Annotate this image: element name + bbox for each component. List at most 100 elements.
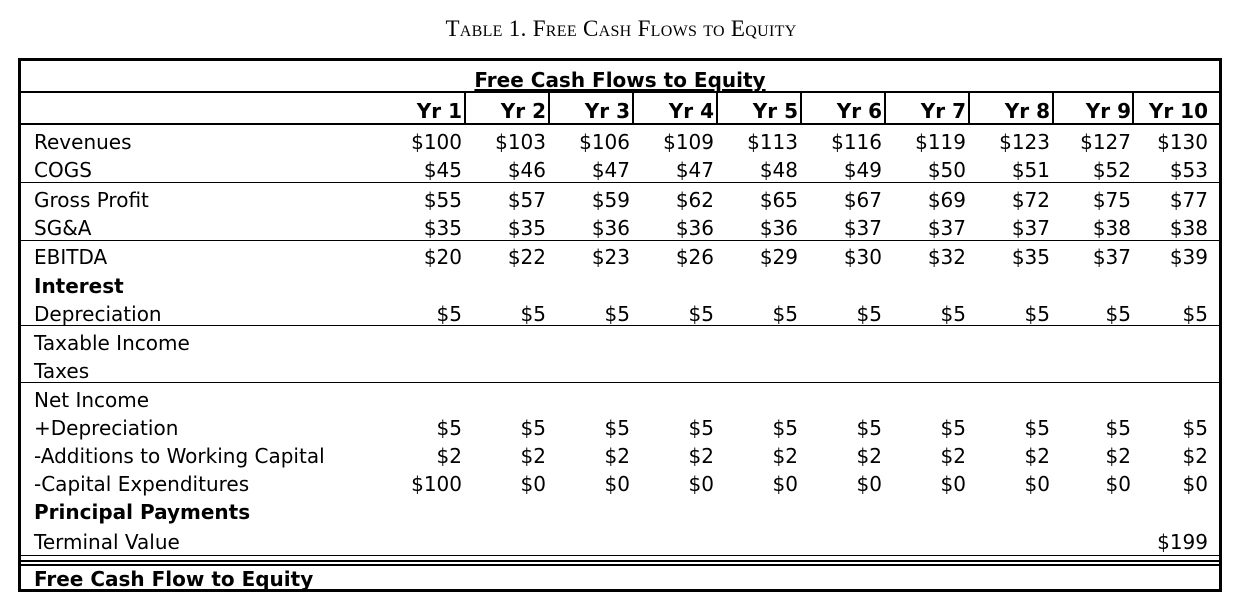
cell-cogs: $50 [927, 158, 966, 182]
row-label-sg-a: SG&A [34, 216, 92, 240]
cell-depreciation: $5 [688, 416, 714, 440]
cell-capital-expenditures: $0 [1105, 472, 1131, 496]
cell-additions-to-working-capital: $2 [1024, 444, 1050, 468]
cell-sg-a: $37 [1011, 216, 1050, 240]
cell-ebitda: $26 [675, 245, 714, 269]
cell-revenues: $109 [663, 130, 714, 154]
cell-cogs: $47 [675, 158, 714, 182]
cell-capital-expenditures: $100 [411, 472, 462, 496]
cell-depreciation: $5 [436, 416, 462, 440]
cell-depreciation: $5 [1024, 416, 1050, 440]
year-header: Yr 7 [920, 99, 966, 123]
cell-capital-expenditures: $0 [1182, 472, 1208, 496]
row-label-terminal-value: Terminal Value [34, 530, 180, 554]
header-column-divider [1052, 93, 1054, 123]
cell-revenues: $130 [1157, 130, 1208, 154]
footer-divider-top [21, 560, 1219, 562]
header-column-divider [800, 93, 802, 123]
cell-ebitda: $37 [1092, 245, 1131, 269]
header-column-divider [716, 93, 718, 123]
cell-gross-profit: $75 [1092, 188, 1131, 212]
cell-gross-profit: $77 [1169, 188, 1208, 212]
cell-terminal-value: $199 [1157, 530, 1208, 554]
cell-additions-to-working-capital: $2 [688, 444, 714, 468]
cell-additions-to-working-capital: $2 [1105, 444, 1131, 468]
cell-depreciation: $5 [856, 302, 882, 326]
header-column-divider [632, 93, 634, 123]
cell-gross-profit: $67 [843, 188, 882, 212]
year-header: Yr 10 [1148, 99, 1208, 123]
cell-ebitda: $30 [843, 245, 882, 269]
year-header: Yr 3 [584, 99, 630, 123]
cell-ebitda: $23 [591, 245, 630, 269]
row-label-ebitda: EBITDA [34, 245, 108, 269]
cell-ebitda: $32 [927, 245, 966, 269]
row-label-principal-payments: Principal Payments [34, 500, 251, 524]
header-column-divider [1132, 93, 1134, 123]
cell-ebitda: $35 [1011, 245, 1050, 269]
cell-depreciation: $5 [520, 302, 546, 326]
cell-ebitda: $29 [759, 245, 798, 269]
cell-cogs: $49 [843, 158, 882, 182]
cell-additions-to-working-capital: $2 [856, 444, 882, 468]
row-label-taxes: Taxes [34, 359, 90, 383]
cell-ebitda: $39 [1169, 245, 1208, 269]
cell-capital-expenditures: $0 [1024, 472, 1050, 496]
cell-cogs: $51 [1011, 158, 1050, 182]
cell-depreciation: $5 [520, 416, 546, 440]
cell-additions-to-working-capital: $2 [520, 444, 546, 468]
cell-cogs: $47 [591, 158, 630, 182]
cell-additions-to-working-capital: $2 [940, 444, 966, 468]
year-header: Yr 9 [1085, 99, 1131, 123]
cell-depreciation: $5 [688, 302, 714, 326]
cell-additions-to-working-capital: $2 [604, 444, 630, 468]
cell-depreciation: $5 [772, 302, 798, 326]
cell-revenues: $116 [831, 130, 882, 154]
cell-gross-profit: $59 [591, 188, 630, 212]
cell-depreciation: $5 [940, 302, 966, 326]
cell-gross-profit: $62 [675, 188, 714, 212]
header-divider [21, 123, 1219, 125]
row-label-taxable-income: Taxable Income [34, 331, 190, 355]
cell-additions-to-working-capital: $2 [1182, 444, 1208, 468]
cell-sg-a: $36 [759, 216, 798, 240]
cell-cogs: $53 [1169, 158, 1208, 182]
cell-capital-expenditures: $0 [940, 472, 966, 496]
cell-depreciation: $5 [436, 302, 462, 326]
cell-depreciation: $5 [856, 416, 882, 440]
row-label-free-cash-flow-to-equity: Free Cash Flow to Equity [34, 567, 314, 591]
cell-depreciation: $5 [604, 302, 630, 326]
header-column-divider [884, 93, 886, 123]
cell-revenues: $106 [579, 130, 630, 154]
depreciation-underline [21, 325, 1219, 326]
row-label-additions-to-working-capital: -Additions to Working Capital [34, 444, 325, 468]
cell-cogs: $45 [423, 158, 462, 182]
year-header: Yr 8 [1004, 99, 1050, 123]
cell-sg-a: $36 [591, 216, 630, 240]
year-header: Yr 6 [836, 99, 882, 123]
cell-depreciation: $5 [1105, 416, 1131, 440]
row-label-revenues: Revenues [34, 130, 132, 154]
sga-underline [21, 240, 1219, 241]
cell-cogs: $48 [759, 158, 798, 182]
cell-revenues: $100 [411, 130, 462, 154]
cell-gross-profit: $55 [423, 188, 462, 212]
cell-depreciation: $5 [604, 416, 630, 440]
row-label-net-income: Net Income [34, 388, 150, 412]
row-label-gross-profit: Gross Profit [34, 188, 149, 212]
cell-cogs: $52 [1092, 158, 1131, 182]
row-label-depreciation: Depreciation [34, 302, 162, 326]
year-header: Yr 2 [500, 99, 546, 123]
cell-gross-profit: $69 [927, 188, 966, 212]
cell-depreciation: $5 [1182, 302, 1208, 326]
header-column-divider [548, 93, 550, 123]
cell-capital-expenditures: $0 [856, 472, 882, 496]
table-caption: Table 1. Free Cash Flows to Equity [445, 16, 797, 41]
cell-sg-a: $37 [927, 216, 966, 240]
cell-additions-to-working-capital: $2 [436, 444, 462, 468]
cell-sg-a: $38 [1169, 216, 1208, 240]
cell-capital-expenditures: $0 [520, 472, 546, 496]
year-header: Yr 4 [668, 99, 714, 123]
year-header: Yr 1 [416, 99, 462, 123]
cell-gross-profit: $65 [759, 188, 798, 212]
